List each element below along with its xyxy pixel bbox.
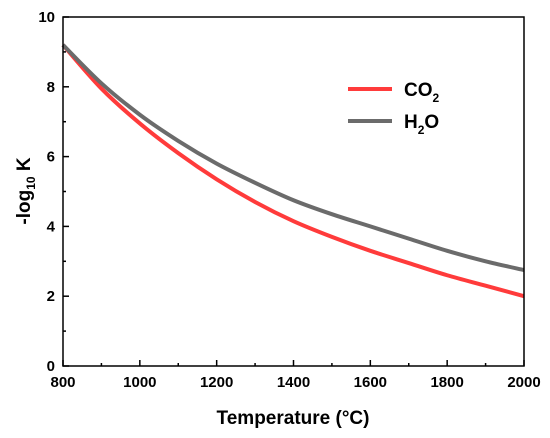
x-axis-title: Temperature (°C): [217, 408, 370, 429]
legend-label-series-2-tail: O: [424, 112, 439, 133]
plot-frame: [62, 16, 525, 367]
y-tick-label-8: 8: [47, 79, 55, 96]
plot-area: [61, 43, 525, 299]
legend-label-series-2: H2O: [404, 112, 439, 137]
x-axis: 800 1000 1200 1400 1600 1800 2000: [50, 360, 541, 391]
x-tick-label-800: 800: [50, 374, 75, 391]
x-tick-label-1200: 1200: [200, 374, 233, 391]
legend: CO2 H2O: [348, 80, 440, 137]
x-tick-label-1000: 1000: [123, 374, 156, 391]
x-tick-label-2000: 2000: [507, 374, 540, 391]
y-axis-title: -log10 K: [14, 157, 38, 224]
y-tick-label-4: 4: [47, 218, 56, 235]
y-tick-label-10: 10: [38, 9, 55, 26]
legend-label-series-1-main: CO: [404, 80, 433, 101]
y-axis: 0 2 4 6 8 10: [38, 9, 69, 375]
legend-label-series-1-subscript: 2: [433, 91, 440, 105]
series-line-2: [61, 43, 525, 272]
legend-label-series-2-subscript: 2: [418, 123, 425, 137]
y-axis-title-subscript: 10: [24, 176, 38, 190]
series-line-1: [61, 43, 525, 299]
y-axis-title-tail: K: [14, 157, 35, 176]
y-axis-title-main: -log: [14, 190, 35, 225]
legend-label-series-1: CO2: [404, 80, 440, 105]
y-tick-label-2: 2: [47, 288, 55, 305]
legend-label-series-2-main: H: [404, 112, 418, 133]
x-tick-label-1400: 1400: [277, 374, 310, 391]
y-tick-label-6: 6: [47, 149, 55, 166]
x-tick-label-1800: 1800: [430, 374, 463, 391]
x-tick-label-1600: 1600: [354, 374, 387, 391]
y-tick-label-0: 0: [47, 358, 55, 375]
